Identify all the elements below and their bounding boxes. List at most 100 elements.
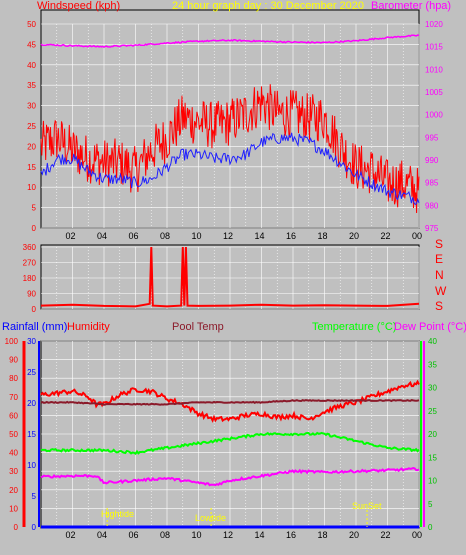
direction-tick-label: 360 <box>23 243 37 252</box>
x-tick-label: 02 <box>66 231 76 241</box>
windspeed-tick-label: 50 <box>27 20 36 29</box>
humidity-tick-label: 100 <box>5 337 19 346</box>
humidity-tick-label: 30 <box>9 467 18 476</box>
x-tick-label: 16 <box>286 231 296 241</box>
rainfall-tick-label: 5 <box>32 492 37 501</box>
x-tick-label: 18 <box>318 530 328 540</box>
x-tick-label: 20 <box>349 231 359 241</box>
windspeed-tick-label: 30 <box>27 102 36 111</box>
direction-tick-label: 270 <box>23 259 37 268</box>
windspeed-tick-label: 45 <box>27 40 36 49</box>
temperature-axis-label: Temperature (°C) <box>312 321 396 333</box>
barometer-tick-label: 975 <box>425 224 439 233</box>
barometer-tick-label: 990 <box>425 156 439 165</box>
barometer-tick-label: 1015 <box>425 43 443 52</box>
humidity-tick-label: 80 <box>9 374 18 383</box>
windspeed-tick-label: 35 <box>27 81 36 90</box>
sunset-annotation: SunSet <box>352 501 382 511</box>
series-wind-direction <box>40 246 420 308</box>
rainfall-tick-label: 0 <box>32 523 37 532</box>
barometer-tick-label: 995 <box>425 133 439 142</box>
x-tick-label: 22 <box>381 231 391 241</box>
windspeed-axis-label: Windspeed (kph) <box>37 0 120 12</box>
humidity-tick-label: 20 <box>9 486 18 495</box>
x-tick-label: 20 <box>349 530 359 540</box>
windspeed-tick-label: 25 <box>27 122 36 131</box>
humidity-tick-label: 50 <box>9 430 18 439</box>
direction-label-s-bottom: S <box>435 299 443 313</box>
direction-label-e: E <box>435 252 443 266</box>
x-tick-label: 12 <box>223 530 233 540</box>
barometer-tick-label: 1005 <box>425 88 443 97</box>
lowtide-annotation: Lowtide <box>195 513 226 523</box>
pool-temp-label: Pool Temp <box>172 321 224 333</box>
x-tick-label: 06 <box>129 231 139 241</box>
temperature-tick-label: 10 <box>428 477 437 486</box>
x-tick-label: 18 <box>318 231 328 241</box>
humidity-tick-label: 90 <box>9 356 18 365</box>
series-dew-point <box>40 466 420 487</box>
dew-point-axis-label: Dew Point (°C) <box>394 321 466 333</box>
series-temperature <box>41 431 420 456</box>
barometer-tick-label: 980 <box>425 201 439 210</box>
temperature-tick-label: 30 <box>428 384 437 393</box>
x-tick-label: 04 <box>97 231 107 241</box>
x-tick-label: 10 <box>192 530 202 540</box>
windspeed-tick-label: 40 <box>27 61 36 70</box>
direction-label-s-top: S <box>435 237 443 251</box>
graph-title: 24 hour graph day : 30 December 2020 <box>172 0 364 12</box>
windspeed-tick-label: 20 <box>27 142 36 151</box>
series-windspeed-average- <box>40 132 420 206</box>
rainfall-tick-label: 10 <box>27 461 36 470</box>
x-tick-label: 22 <box>381 530 391 540</box>
barometer-tick-label: 1000 <box>425 111 443 120</box>
windspeed-tick-label: 0 <box>32 224 37 233</box>
series-windspeed <box>40 84 420 214</box>
humidity-tick-label: 40 <box>9 449 18 458</box>
rainfall-tick-label: 15 <box>27 430 36 439</box>
temperature-tick-label: 40 <box>428 337 437 346</box>
direction-tick-label: 0 <box>32 305 37 314</box>
x-tick-label: 16 <box>286 530 296 540</box>
barometer-tick-label: 1010 <box>425 65 443 74</box>
hightide-annotation: Hightide <box>101 509 134 519</box>
series-barometer <box>40 34 420 48</box>
series-lines <box>40 34 420 529</box>
barometer-axis-label: Barometer (hpa) <box>371 0 451 12</box>
rainfall-tick-label: 25 <box>27 368 36 377</box>
temperature-tick-label: 0 <box>428 523 433 532</box>
x-tick-label: 14 <box>255 231 265 241</box>
temperature-tick-label: 20 <box>428 430 437 439</box>
temperature-tick-label: 15 <box>428 453 437 462</box>
humidity-tick-label: 70 <box>9 393 18 402</box>
temperature-tick-label: 25 <box>428 407 437 416</box>
direction-tick-label: 90 <box>27 290 36 299</box>
x-tick-label: 08 <box>160 231 170 241</box>
direction-label-w: W <box>435 284 447 298</box>
x-tick-label: 00 <box>412 231 422 241</box>
humidity-label: Humidity <box>67 321 110 333</box>
windspeed-tick-label: 15 <box>27 163 36 172</box>
grid-lines <box>41 23 420 528</box>
direction-labels: S E N W S <box>435 237 447 313</box>
temperature-tick-label: 5 <box>428 500 433 509</box>
x-tick-label: 06 <box>129 530 139 540</box>
rainfall-tick-label: 30 <box>27 337 36 346</box>
barometer-tick-label: 1020 <box>425 20 443 29</box>
humidity-tick-label: 60 <box>9 411 18 420</box>
direction-tick-label: 180 <box>23 274 37 283</box>
x-tick-label: 04 <box>97 530 107 540</box>
humidity-tick-label: 0 <box>14 523 19 532</box>
x-tick-label: 02 <box>66 530 76 540</box>
windspeed-tick-label: 10 <box>27 183 36 192</box>
temperature-tick-label: 35 <box>428 360 437 369</box>
rainfall-axis-label: Rainfall (mm) <box>2 321 67 333</box>
direction-label-n: N <box>435 268 444 282</box>
x-tick-label: 14 <box>255 530 265 540</box>
windspeed-tick-label: 5 <box>32 204 37 213</box>
humidity-tick-label: 10 <box>9 504 18 513</box>
x-tick-label: 08 <box>160 530 170 540</box>
